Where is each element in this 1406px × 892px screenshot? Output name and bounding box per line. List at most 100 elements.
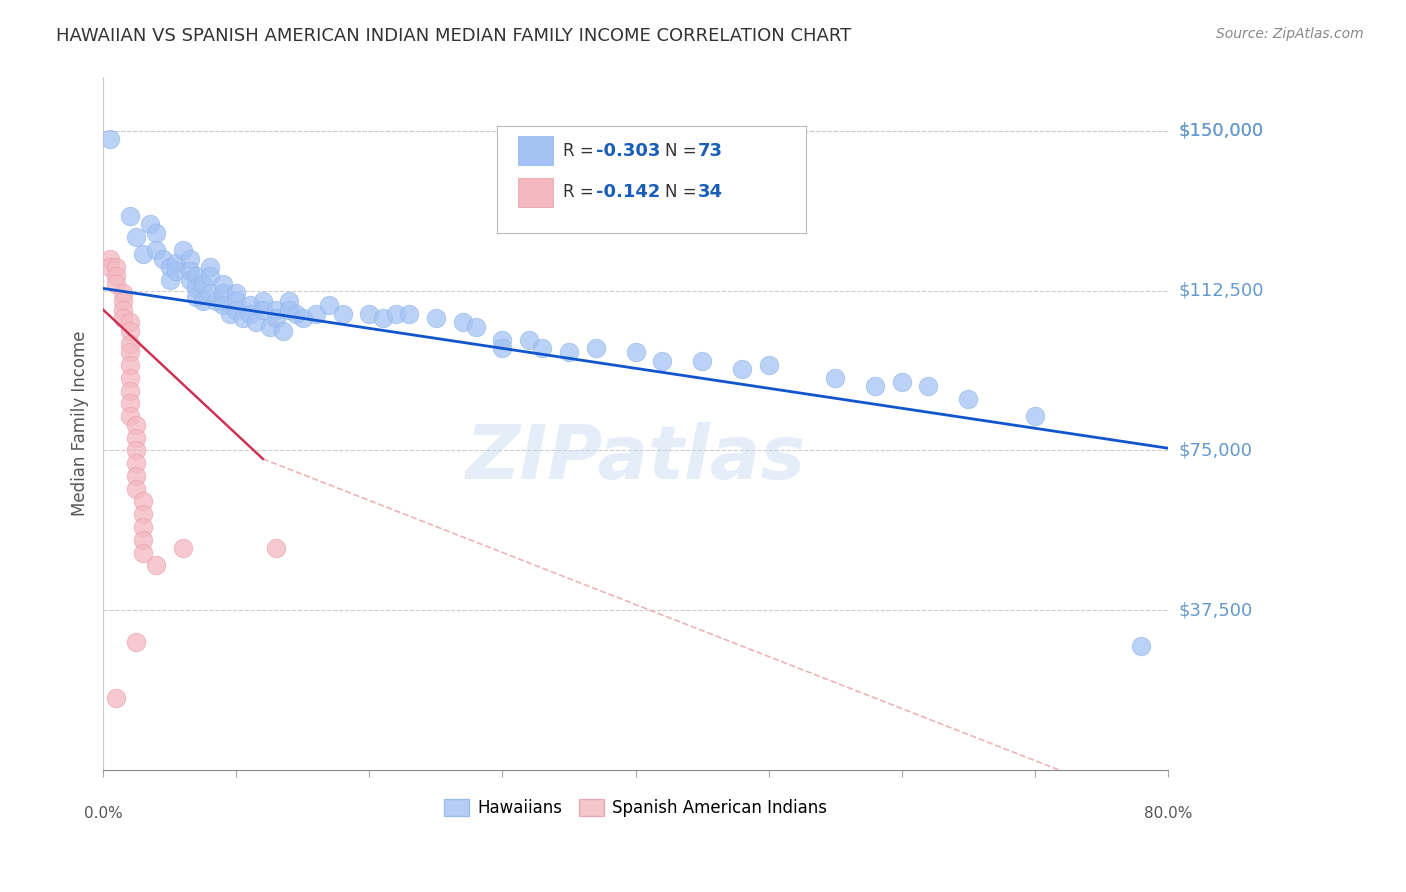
Point <box>191 294 214 309</box>
FancyBboxPatch shape <box>519 136 553 165</box>
Point <box>291 311 314 326</box>
Point <box>212 298 235 312</box>
Text: N =: N = <box>665 142 702 160</box>
Point <box>118 336 141 351</box>
Point <box>172 243 194 257</box>
Point <box>359 307 381 321</box>
Point <box>179 273 201 287</box>
Point <box>159 273 181 287</box>
Point <box>118 316 141 330</box>
Point <box>159 260 181 274</box>
Point <box>585 341 607 355</box>
Point <box>125 635 148 649</box>
Point <box>191 277 214 292</box>
Point <box>186 281 208 295</box>
Point <box>690 354 713 368</box>
Point <box>132 494 155 508</box>
Point <box>152 252 174 266</box>
Text: $112,500: $112,500 <box>1178 282 1264 300</box>
Point <box>218 307 240 321</box>
Point <box>264 311 287 326</box>
Text: R =: R = <box>564 142 599 160</box>
Point <box>385 307 408 321</box>
Point <box>225 285 247 300</box>
Point <box>863 379 886 393</box>
Point <box>145 558 167 573</box>
Point <box>517 333 540 347</box>
Point <box>105 690 128 705</box>
Point <box>132 533 155 547</box>
Point <box>186 268 208 283</box>
Point <box>118 345 141 359</box>
Point <box>125 469 148 483</box>
Point <box>98 260 121 274</box>
Point <box>98 252 121 266</box>
Point <box>118 396 141 410</box>
Point <box>824 371 846 385</box>
Text: $75,000: $75,000 <box>1178 442 1253 459</box>
Point <box>118 384 141 398</box>
Text: ZIPatlas: ZIPatlas <box>465 422 806 495</box>
Text: $37,500: $37,500 <box>1178 601 1253 619</box>
Point <box>259 319 281 334</box>
Point <box>165 264 187 278</box>
Point <box>165 256 187 270</box>
Point <box>238 298 260 312</box>
Point <box>112 311 135 326</box>
Text: -0.142: -0.142 <box>596 184 661 202</box>
Point <box>132 247 155 261</box>
Point <box>371 311 394 326</box>
Point <box>125 456 148 470</box>
Point <box>186 290 208 304</box>
Point <box>305 307 328 321</box>
Point <box>278 294 301 309</box>
Text: Source: ZipAtlas.com: Source: ZipAtlas.com <box>1216 27 1364 41</box>
Point <box>264 302 287 317</box>
Point <box>425 311 447 326</box>
Point <box>125 431 148 445</box>
Point <box>118 409 141 424</box>
Point <box>145 226 167 240</box>
Point <box>98 132 121 146</box>
Point <box>112 294 135 309</box>
Point <box>212 285 235 300</box>
Point <box>118 371 141 385</box>
Point <box>145 243 167 257</box>
Point <box>138 218 160 232</box>
Point <box>225 294 247 309</box>
Point <box>285 307 308 321</box>
Point <box>125 443 148 458</box>
Point <box>132 508 155 522</box>
Text: -0.303: -0.303 <box>596 142 661 160</box>
Point <box>112 285 135 300</box>
Point <box>731 362 754 376</box>
Point <box>1024 409 1046 424</box>
Point <box>225 302 247 317</box>
Point <box>758 358 780 372</box>
Point <box>464 319 486 334</box>
Point <box>332 307 354 321</box>
Point <box>125 482 148 496</box>
Text: 0.0%: 0.0% <box>84 806 122 822</box>
Point <box>558 345 581 359</box>
Point <box>198 268 221 283</box>
Point <box>271 324 294 338</box>
Point <box>245 316 267 330</box>
Point <box>172 541 194 556</box>
Text: R =: R = <box>564 184 599 202</box>
Point <box>278 302 301 317</box>
Point <box>252 294 274 309</box>
Point <box>105 277 128 292</box>
Point <box>264 541 287 556</box>
Text: $150,000: $150,000 <box>1178 121 1264 140</box>
Point <box>118 324 141 338</box>
Point <box>112 302 135 317</box>
Point <box>890 375 912 389</box>
FancyBboxPatch shape <box>519 178 553 207</box>
Point <box>531 341 554 355</box>
Text: 34: 34 <box>697 184 723 202</box>
Point <box>118 358 141 372</box>
Point <box>957 392 980 407</box>
Point <box>179 264 201 278</box>
Point <box>1130 640 1153 654</box>
